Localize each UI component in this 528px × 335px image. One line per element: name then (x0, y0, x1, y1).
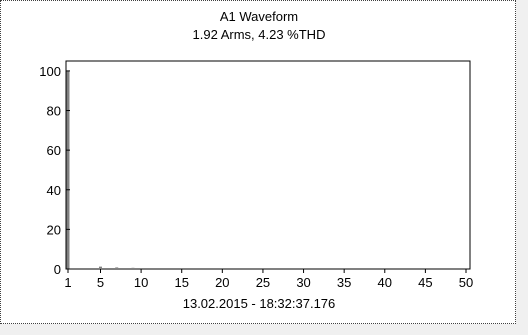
y-tick-label-100: 100 (39, 64, 61, 79)
bar-harmonic-42 (399, 268, 403, 269)
chart-panel: A1 Waveform 1.92 Arms, 4.23 %THD 0 20 40 60… (0, 0, 516, 324)
y-tick-label-40: 40 (47, 183, 61, 198)
x-tick-label-30: 30 (296, 275, 310, 290)
x-tick-label-1: 1 (64, 275, 71, 290)
bar-harmonic-30 (302, 268, 306, 269)
bar-harmonic-49 (456, 268, 460, 269)
bar-harmonic-26 (269, 268, 273, 269)
bar-harmonic-11 (147, 268, 151, 269)
bar-harmonic-3 (82, 268, 86, 269)
bar-harmonic-9 (131, 267, 135, 269)
x-tick-label-5: 5 (97, 275, 104, 290)
bar-harmonic-46 (432, 268, 436, 269)
bar-harmonic-50 (464, 268, 468, 269)
bar-harmonic-44 (415, 268, 419, 269)
bar-harmonic-18 (204, 268, 208, 269)
bar-harmonic-19 (212, 268, 216, 269)
x-tick-label-45: 45 (418, 275, 432, 290)
bar-harmonic-33 (326, 268, 330, 269)
bar-harmonic-36 (350, 268, 354, 269)
bar-harmonic-43 (407, 268, 411, 269)
bar-harmonic-7 (115, 267, 119, 269)
bar-harmonic-38 (367, 268, 371, 269)
y-tick-label-20: 20 (47, 222, 61, 237)
x-tick-label-40: 40 (378, 275, 392, 290)
bar-harmonic-14 (172, 268, 176, 269)
bar-harmonic-10 (139, 268, 143, 269)
bar-harmonic-35 (342, 268, 346, 269)
bar-harmonic-27 (277, 268, 281, 269)
bar-harmonic-34 (334, 268, 338, 269)
bar-harmonic-5 (98, 266, 102, 269)
bar-harmonic-23 (245, 268, 249, 269)
bar-harmonic-2 (74, 268, 78, 269)
chart-timestamp: 13.02.2015 - 18:32:37.176 (182, 296, 336, 311)
y-tick-label-0: 0 (54, 262, 61, 277)
bar-harmonic-39 (375, 268, 379, 269)
chart-title: A1 Waveform (219, 9, 299, 24)
bar-harmonic-22 (237, 268, 241, 269)
window-background (516, 0, 528, 335)
chart-subtitle: 1.92 Arms, 4.23 %THD (192, 27, 326, 42)
x-tick-label-35: 35 (337, 275, 351, 290)
bar-harmonic-8 (123, 268, 127, 269)
bar-harmonic-12 (155, 268, 159, 269)
bar-harmonic-28 (285, 268, 289, 269)
x-tick-label-15: 15 (174, 275, 188, 290)
bar-harmonic-13 (163, 268, 167, 269)
bar-harmonic-41 (391, 268, 395, 269)
bar-harmonic-29 (293, 268, 297, 269)
bar-harmonic-32 (318, 268, 322, 269)
bar-harmonic-24 (253, 268, 257, 269)
window-background-bottom (0, 324, 528, 335)
bar-harmonic-48 (448, 268, 452, 269)
bar-harmonic-40 (383, 268, 387, 269)
bar-harmonic-45 (423, 268, 427, 269)
bar-harmonic-20 (220, 268, 224, 269)
bar-harmonic-21 (228, 268, 232, 269)
bar-harmonic-17 (196, 268, 200, 269)
plot-frame (65, 60, 471, 270)
x-tick-label-25: 25 (256, 275, 270, 290)
x-tick-label-10: 10 (134, 275, 148, 290)
y-tick-label-80: 80 (47, 104, 61, 119)
y-tick-label-60: 60 (47, 143, 61, 158)
bar-harmonic-4 (90, 268, 94, 269)
bar-harmonic-31 (310, 268, 314, 269)
bar-harmonic-6 (107, 268, 111, 269)
x-tick-label-50: 50 (459, 275, 473, 290)
bar-harmonic-37 (358, 268, 362, 269)
bar-harmonic-47 (440, 268, 444, 269)
bar-harmonic-25 (261, 268, 265, 269)
x-tick-label-20: 20 (215, 275, 229, 290)
bar-harmonic-15 (180, 268, 184, 269)
bar-harmonic-16 (188, 268, 192, 269)
bar-harmonic-1 (66, 70, 70, 270)
